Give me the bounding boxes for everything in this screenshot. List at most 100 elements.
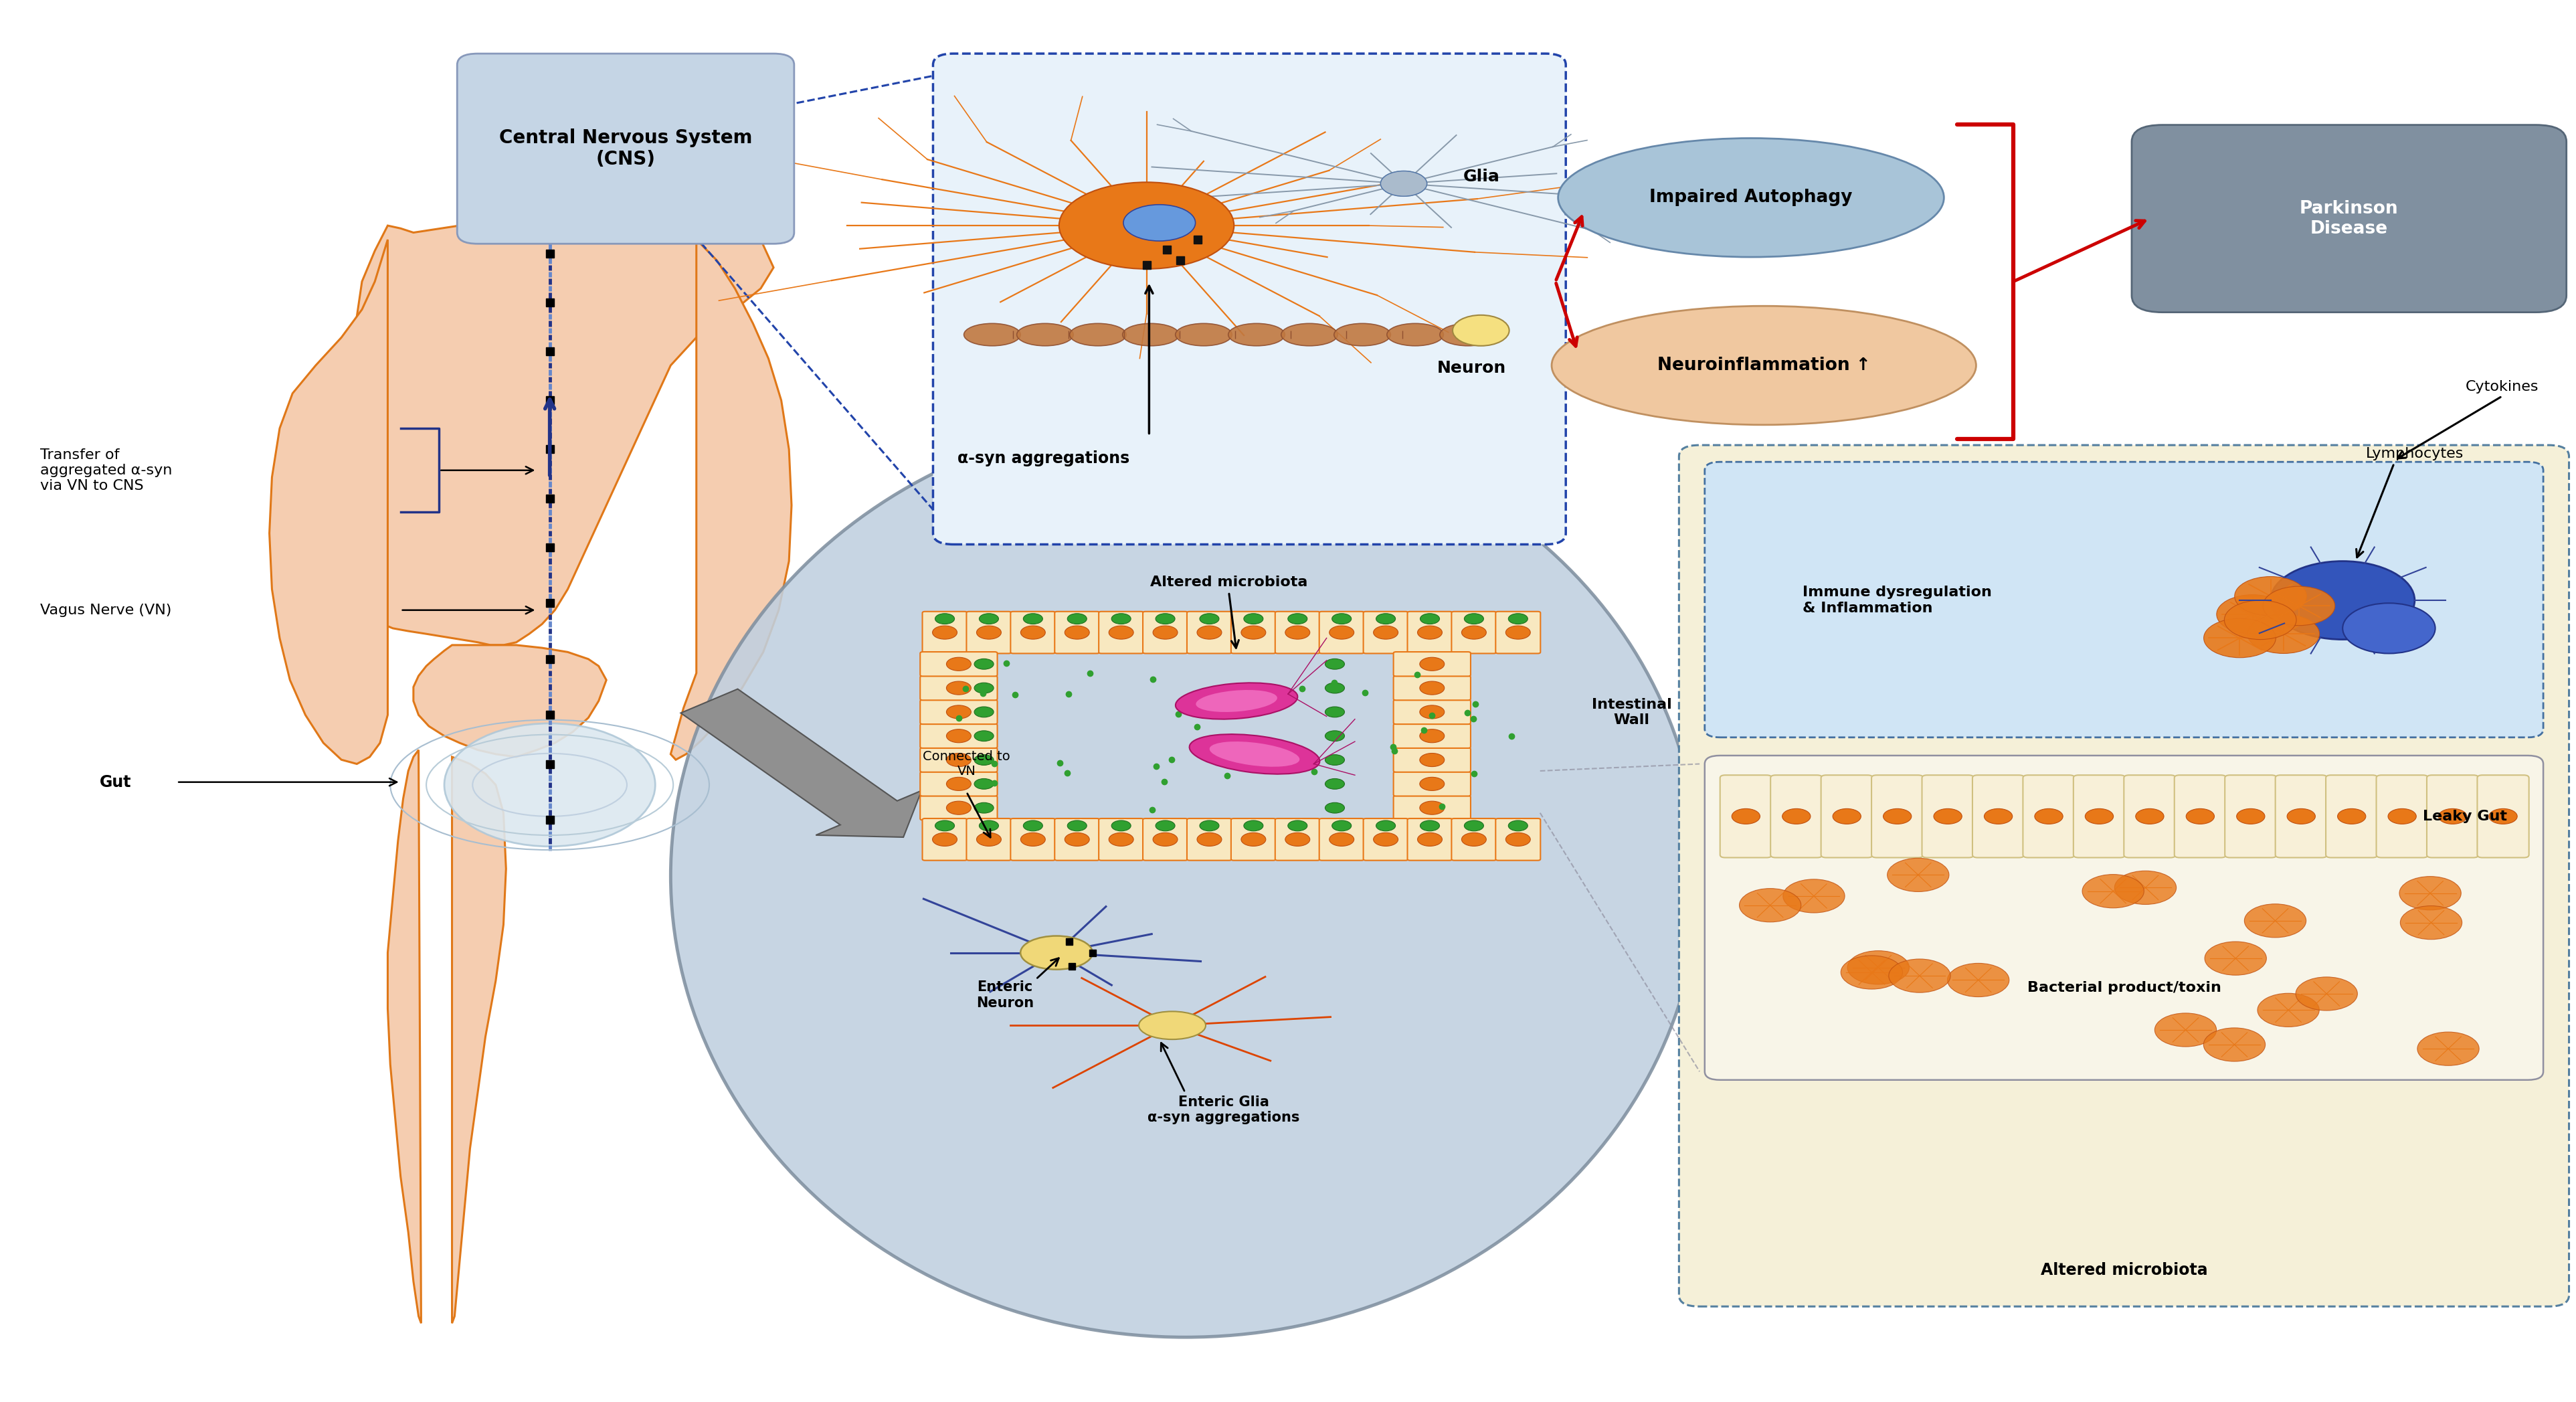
Circle shape [1419, 705, 1445, 719]
Ellipse shape [670, 415, 1700, 1338]
Circle shape [1419, 681, 1445, 695]
FancyBboxPatch shape [1394, 771, 1471, 796]
Circle shape [1461, 625, 1486, 639]
FancyBboxPatch shape [1394, 723, 1471, 749]
Circle shape [1198, 625, 1221, 639]
Circle shape [1324, 659, 1345, 669]
Circle shape [2205, 942, 2267, 976]
Circle shape [945, 658, 971, 670]
Circle shape [2401, 906, 2463, 939]
Circle shape [1419, 729, 1445, 743]
FancyBboxPatch shape [1144, 611, 1188, 653]
FancyArrow shape [680, 688, 922, 837]
Ellipse shape [1139, 1011, 1206, 1039]
FancyBboxPatch shape [1010, 819, 1056, 861]
Ellipse shape [1381, 171, 1427, 196]
Ellipse shape [459, 69, 652, 200]
Circle shape [1510, 614, 1528, 624]
Circle shape [2262, 586, 2334, 625]
Circle shape [1417, 625, 1443, 639]
Circle shape [974, 802, 994, 813]
FancyBboxPatch shape [966, 819, 1012, 861]
Text: Leaky Gut: Leaky Gut [2424, 810, 2506, 823]
Circle shape [1783, 809, 1811, 824]
Circle shape [1935, 809, 1963, 824]
FancyBboxPatch shape [1275, 819, 1319, 861]
Polygon shape [332, 198, 773, 645]
FancyBboxPatch shape [1973, 775, 2025, 858]
Ellipse shape [1551, 306, 1976, 425]
FancyBboxPatch shape [2074, 775, 2125, 858]
Circle shape [1285, 625, 1311, 639]
Circle shape [2187, 809, 2215, 824]
Circle shape [945, 681, 971, 695]
FancyBboxPatch shape [1450, 819, 1497, 861]
Circle shape [974, 707, 994, 718]
Circle shape [1832, 809, 1860, 824]
Circle shape [1244, 820, 1262, 831]
Circle shape [974, 754, 994, 765]
Text: Vagus Nerve (VN): Vagus Nerve (VN) [41, 603, 173, 617]
Circle shape [1419, 820, 1440, 831]
FancyBboxPatch shape [1231, 611, 1275, 653]
FancyBboxPatch shape [920, 771, 997, 796]
FancyBboxPatch shape [1054, 611, 1100, 653]
Circle shape [2215, 594, 2287, 634]
Circle shape [1507, 833, 1530, 847]
Circle shape [2084, 809, 2112, 824]
Ellipse shape [963, 324, 1020, 346]
Circle shape [1324, 778, 1345, 789]
Circle shape [2388, 809, 2416, 824]
Circle shape [1329, 833, 1355, 847]
FancyBboxPatch shape [2478, 775, 2530, 858]
Circle shape [945, 777, 971, 791]
FancyBboxPatch shape [1873, 775, 1924, 858]
Circle shape [2416, 1032, 2478, 1066]
FancyBboxPatch shape [1721, 775, 1772, 858]
Circle shape [1883, 809, 1911, 824]
Circle shape [1110, 614, 1131, 624]
Ellipse shape [1069, 324, 1126, 346]
FancyBboxPatch shape [920, 796, 997, 820]
Polygon shape [412, 645, 605, 757]
FancyBboxPatch shape [933, 53, 1566, 544]
FancyBboxPatch shape [1100, 819, 1144, 861]
Circle shape [979, 820, 999, 831]
Ellipse shape [1020, 937, 1092, 969]
Circle shape [1419, 614, 1440, 624]
Circle shape [974, 730, 994, 742]
Circle shape [1373, 833, 1399, 847]
Circle shape [2439, 809, 2468, 824]
Circle shape [1783, 879, 1844, 913]
Circle shape [1731, 809, 1759, 824]
Ellipse shape [1280, 324, 1337, 346]
Circle shape [2236, 809, 2264, 824]
FancyBboxPatch shape [920, 676, 997, 700]
Circle shape [1324, 707, 1345, 718]
FancyBboxPatch shape [1406, 819, 1453, 861]
Ellipse shape [1123, 324, 1180, 346]
Circle shape [1419, 801, 1445, 815]
Ellipse shape [1453, 315, 1510, 346]
Ellipse shape [1229, 324, 1285, 346]
Circle shape [1108, 625, 1133, 639]
Text: Enteric Glia
α-syn aggregations: Enteric Glia α-syn aggregations [1149, 1095, 1301, 1124]
Circle shape [1066, 614, 1087, 624]
Circle shape [2202, 618, 2275, 658]
Circle shape [1419, 753, 1445, 767]
FancyBboxPatch shape [1821, 775, 1873, 858]
Circle shape [1020, 833, 1046, 847]
Ellipse shape [1123, 205, 1195, 241]
FancyBboxPatch shape [966, 611, 1012, 653]
Circle shape [945, 705, 971, 719]
Ellipse shape [554, 174, 580, 199]
Circle shape [2115, 871, 2177, 904]
Ellipse shape [1175, 683, 1298, 719]
Circle shape [1023, 820, 1043, 831]
Circle shape [979, 614, 999, 624]
Text: Bacterial product/toxin: Bacterial product/toxin [2027, 981, 2221, 994]
Circle shape [1244, 614, 1262, 624]
Circle shape [1373, 625, 1399, 639]
Ellipse shape [1558, 139, 1945, 257]
Circle shape [945, 729, 971, 743]
